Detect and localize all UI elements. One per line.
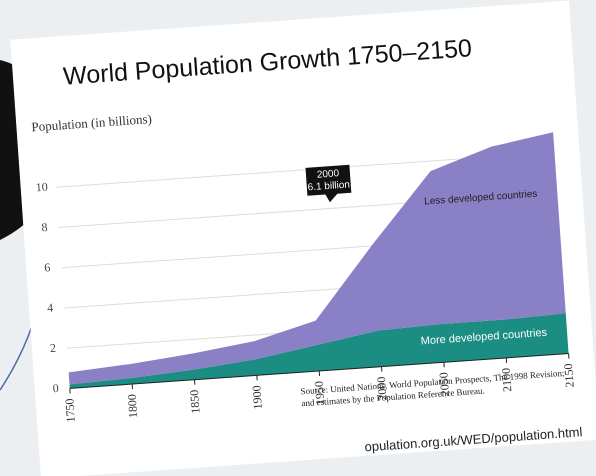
y-tick-label: 6 (44, 260, 51, 274)
y-tick-label: 0 (52, 381, 59, 395)
x-tick-label: 1800 (125, 394, 141, 419)
y-tick-label: 4 (47, 300, 54, 314)
y-tick-label: 2 (49, 341, 56, 355)
x-tick-label: 1750 (62, 398, 78, 423)
x-tick-label: 2150 (561, 363, 577, 388)
x-tick-label: 2000 (374, 376, 390, 401)
area (68, 132, 566, 385)
x-tick-label: 1850 (187, 389, 203, 414)
x-tick-label: 2050 (436, 372, 452, 397)
callout (305, 164, 352, 203)
callout-text: 6.1 billion (307, 179, 350, 193)
x-tick-label: 1900 (249, 385, 265, 410)
callout-text: 2000 (317, 168, 340, 181)
area (69, 313, 569, 389)
y-tick-label: 10 (35, 180, 48, 195)
y-tick-label: 8 (41, 220, 48, 234)
card: World Population Growth 1750–2150 Popula… (10, 0, 596, 476)
x-tick-label: 2100 (499, 367, 515, 392)
x-tick-label: 1950 (312, 381, 328, 406)
